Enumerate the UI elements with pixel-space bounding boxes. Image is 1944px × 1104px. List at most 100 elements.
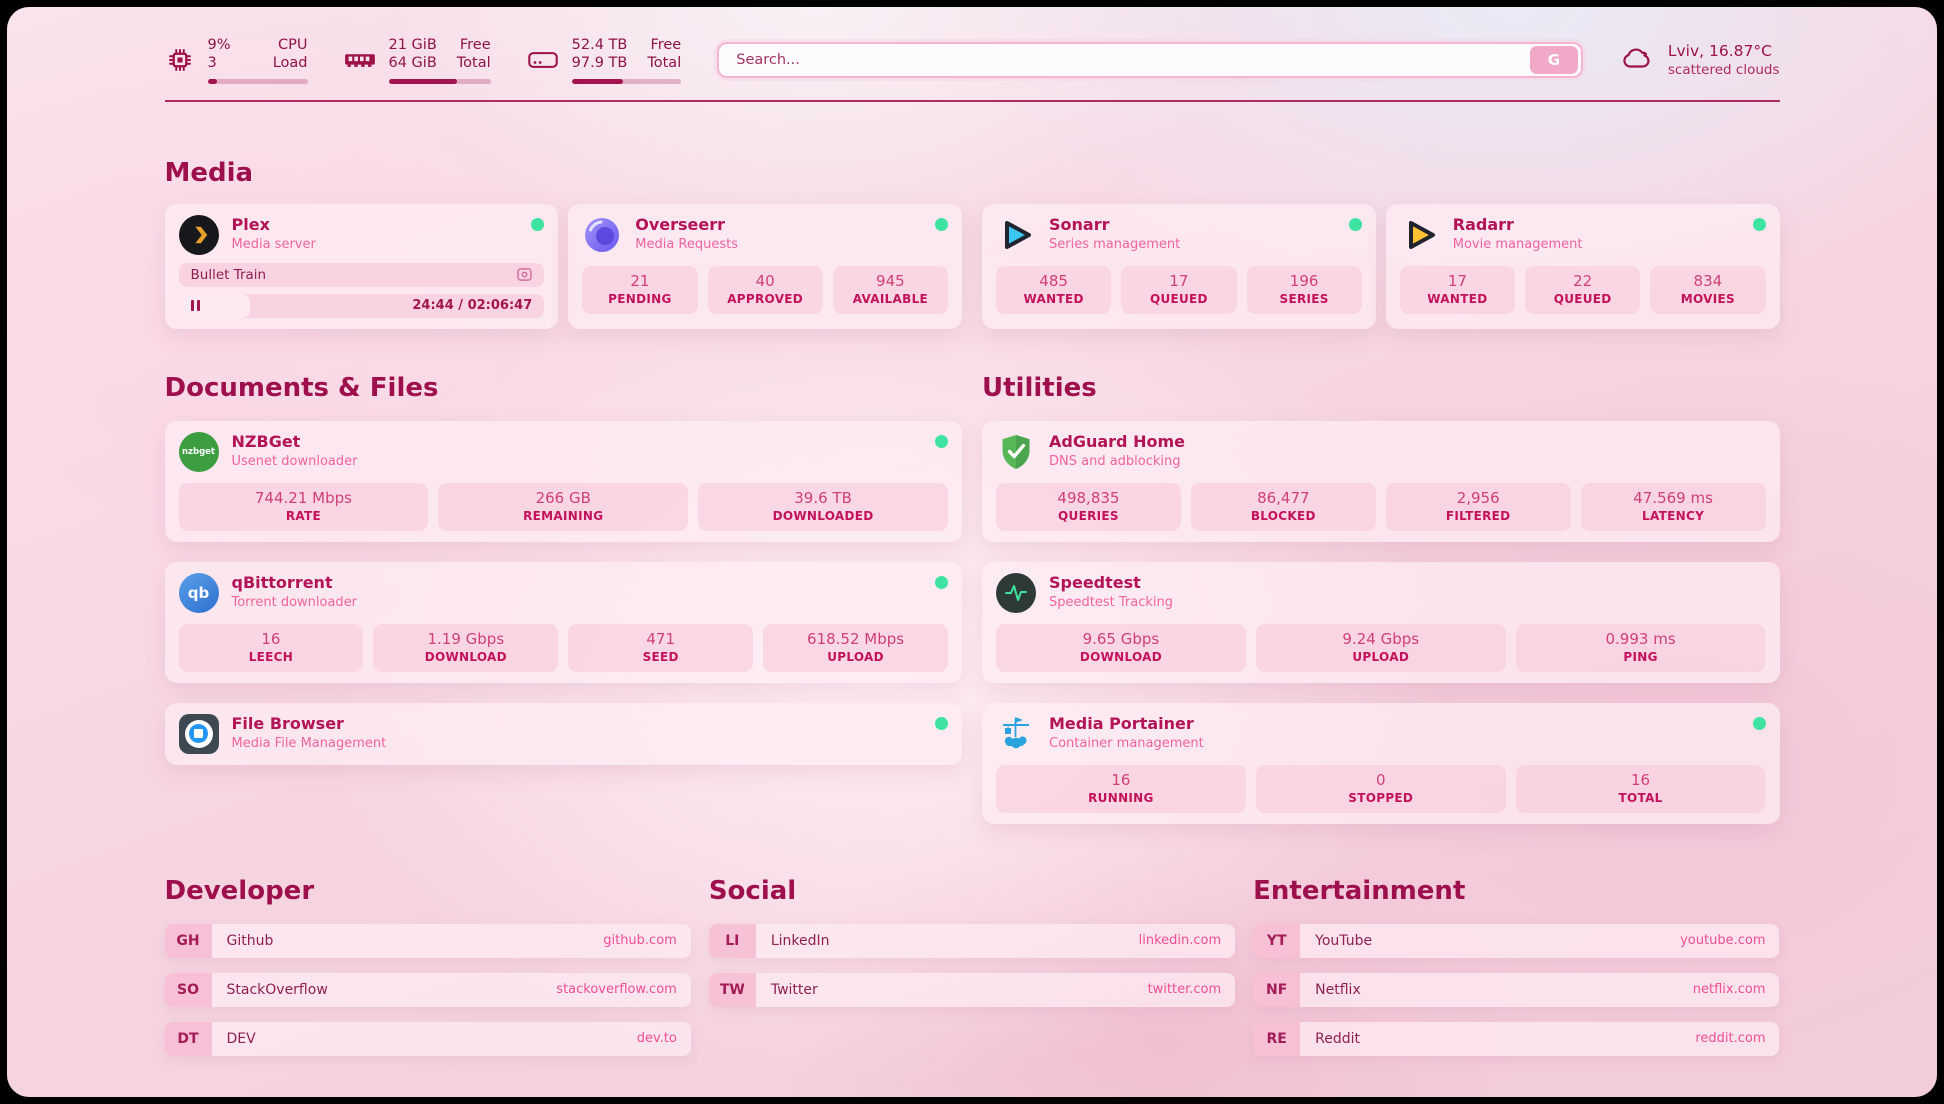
storage-free-label: Free [650,37,682,53]
cpu-stat: 9% CPU 3 Load [165,37,308,84]
playback-time: 24:44 / 02:06:47 [412,298,533,314]
bookmark-dev[interactable]: DT DEV dev.to [164,1021,691,1056]
radarr-icon [1400,215,1440,255]
cpu-progress-bar [207,78,308,84]
memory-progress-bar [388,78,491,84]
disk-icon [527,48,559,72]
now-playing-title: Bullet Train [190,266,267,283]
cpu-icon [165,45,195,75]
radarr-card[interactable]: Radarr Movie management 17 WANTED 2 [1385,203,1780,329]
bookmark-name: Github [226,932,274,949]
app-name: Overseerr [635,214,726,234]
bookmark-twitter[interactable]: TW Twitter twitter.com [708,972,1236,1007]
weather-condition: scattered clouds [1667,62,1780,79]
search-bar[interactable]: G [717,42,1583,79]
adguard-stat-queries: 498,835 QUERIES [996,482,1181,531]
section-title-media: Media [164,157,254,188]
bookmark-url: dev.to [636,1031,677,1047]
radarr-stat-queued: 22 QUEUED [1525,265,1641,314]
sonarr-stat-queued: 17 QUEUED [1121,265,1237,314]
status-dot [935,716,948,730]
bookmark-url: youtube.com [1680,933,1766,949]
cpu-load-value: 3 [207,54,217,71]
bookmark-youtube[interactable]: YT YouTube youtube.com [1253,923,1780,958]
status-dot [1752,217,1766,231]
bookmark-netflix[interactable]: NF Netflix netflix.com [1253,972,1780,1007]
section-title-social: Social [708,875,797,906]
bookmark-name: StackOverflow [226,981,328,998]
plex-card[interactable]: Plex Media server Bullet Train [164,203,559,329]
bookmark-url: reddit.com [1695,1031,1766,1047]
bookmark-github[interactable]: GH Github github.com [164,923,691,958]
bookmark-url: stackoverflow.com [556,982,677,998]
bookmark-abbr: SO [164,972,212,1007]
dashboard-screen: 9% CPU 3 Load [7,7,1937,1097]
adguard-stat-filtered: 2,956 FILTERED [1385,482,1571,531]
bookmark-linkedin[interactable]: LI LinkedIn linkedin.com [708,923,1236,958]
adguard-stat-blocked: 86,477 BLOCKED [1190,482,1376,531]
nzbget-card[interactable]: nzbget NZBGet Usenet downloader 744.21 M… [164,420,962,542]
bookmark-stackoverflow[interactable]: SO StackOverflow stackoverflow.com [164,972,691,1007]
overseerr-stat-pending: 21 PENDING [582,265,698,314]
pause-icon [190,300,200,312]
storage-stat: 52.4 TB Free 97.9 TB Total [527,37,682,84]
app-name: qBittorrent [231,572,333,592]
search-input[interactable] [734,51,1530,70]
bookmark-name: Twitter [770,981,818,998]
app-name: File Browser [231,713,344,733]
portainer-icon [996,714,1036,754]
radarr-stat-movies: 834 MOVIES [1650,265,1766,314]
overseerr-stat-approved: 40 APPROVED [707,265,823,314]
sonarr-card[interactable]: Sonarr Series management 485 WANTED [982,203,1376,329]
storage-progress-bar [571,78,682,84]
adguard-card[interactable]: AdGuard Home DNS and adblocking 498,835 … [982,420,1780,542]
memory-stat: 21 GiB Free 64 GiB Total [344,37,491,84]
status-dot [935,575,948,589]
bookmark-url: netflix.com [1692,982,1766,998]
overseerr-card[interactable]: Overseerr Media Requests 21 PENDING [568,203,962,329]
app-name: Sonarr [1049,214,1110,234]
bookmark-name: LinkedIn [770,932,830,949]
bookmark-url: github.com [603,933,677,949]
bookmark-abbr: TW [708,972,756,1007]
status-dot [935,217,948,231]
section-title-utilities: Utilities [982,372,1097,403]
qbittorrent-stat-upload: 618.52 Mbps UPLOAD [763,623,948,672]
app-description: Container management [1049,736,1204,752]
weather-location-temp: Lviv, 16.87°C [1667,42,1772,61]
filebrowser-icon [178,713,219,754]
nzbget-stat-downloaded: 39.6 TB DOWNLOADED [698,482,948,531]
bookmark-name: YouTube [1315,932,1373,949]
topbar: 9% CPU 3 Load [165,37,1780,84]
bookmark-name: Netflix [1315,981,1361,998]
app-description: Series management [1049,237,1181,253]
portainer-card[interactable]: Media Portainer Container management 16 … [982,702,1780,824]
qbittorrent-stat-seed: 471 SEED [568,623,754,672]
bookmark-abbr: YT [1253,923,1301,958]
portainer-stat-total: 16 TOTAL [1515,764,1766,813]
speedtest-stat-upload: 9.24 Gbps UPLOAD [1255,623,1506,672]
speedtest-stat-ping: 0.993 ms PING [1515,623,1766,672]
bookmarks-entertainment: Entertainment YT YouTube youtube.com NF … [1253,876,1780,1056]
cpu-load-label: Load [272,54,308,71]
bookmarks-developer: Developer GH Github github.com SO StackO… [164,876,691,1056]
ram-icon [344,49,376,71]
app-description: Media Requests [635,237,739,253]
header-divider [164,99,1780,102]
speedtest-card[interactable]: Speedtest Speedtest Tracking 9.65 Gbps D… [982,561,1780,683]
cpu-label: CPU [278,37,308,53]
search-engine-button[interactable]: G [1529,46,1578,75]
storage-total-label: Total [647,54,682,71]
speedtest-icon [996,572,1036,613]
app-name: Media Portainer [1049,713,1194,733]
portainer-stat-stopped: 0 STOPPED [1255,764,1506,813]
bookmark-reddit[interactable]: RE Reddit reddit.com [1253,1021,1780,1056]
filebrowser-card[interactable]: File Browser Media File Management [164,702,962,765]
qbittorrent-card[interactable]: qb qBittorrent Torrent downloader 16 LEE… [164,561,962,683]
sonarr-stat-series: 196 SERIES [1246,265,1362,314]
memory-free-value: 21 GiB [388,37,437,53]
memory-total-value: 64 GiB [388,54,437,71]
nzbget-stat-remaining: 266 GB REMAINING [438,482,689,531]
nzbget-icon: nzbget [178,431,219,472]
qbittorrent-stat-leech: 16 LEECH [178,623,364,672]
